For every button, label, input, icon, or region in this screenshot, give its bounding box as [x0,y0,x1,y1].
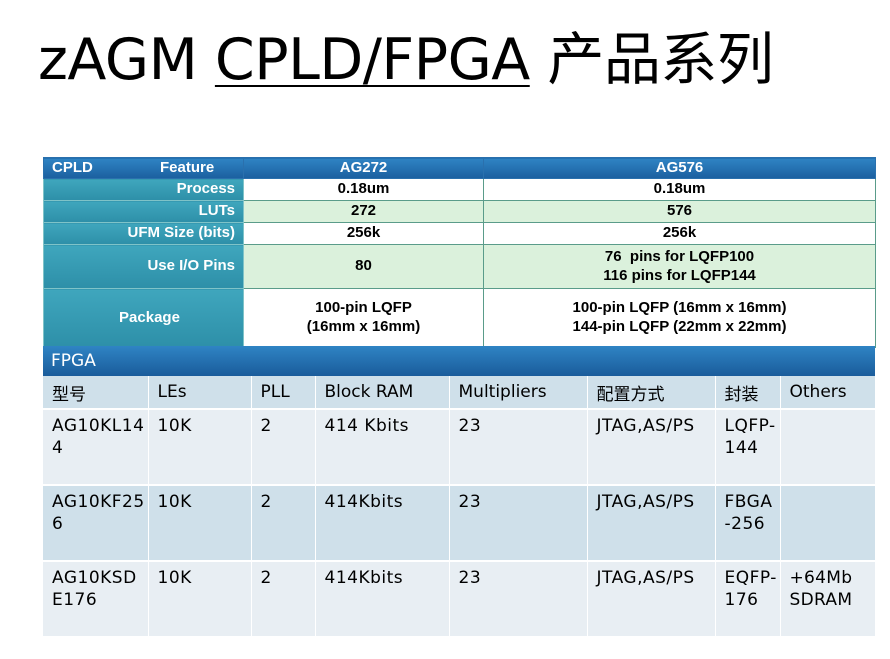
cell: 0.18um [483,178,876,201]
column-header: 型号 [43,376,149,410]
cpld-row-io: Use I/O Pins 80 76 pins for LQFP100 116 p… [43,244,876,289]
cell-line: 116 pins for LQFP144 [603,266,756,284]
cell-package: LQFP-144 [715,409,781,486]
column-header: Others [780,376,876,410]
cell: 100-pin LQFP (16mm x 16mm) 144-pin LQFP (… [483,288,876,348]
cell: 0.18um [243,178,484,201]
cell-pll: 2 [251,409,316,486]
cell-others [780,485,876,562]
cell-model: AG10KSDE176 [43,561,149,638]
cell: 256k [243,222,484,245]
column-header: Block RAM [315,376,450,410]
cell-config: JTAG,AS/PS [587,485,716,562]
cpld-header-ag272: AG272 [243,157,484,179]
cell-block-ram: 414Kbits [315,485,450,562]
row-label: UFM Size (bits) [43,222,244,245]
column-header: LEs [148,376,252,410]
cell-model: AG10KL144 [43,409,149,486]
title-underlined: CPLD/FPGA [214,27,530,93]
cell-block-ram: 414Kbits [315,561,450,638]
fpga-section-title: FPGA [43,346,876,376]
cell-model: AG10KF256 [43,485,149,562]
cell-package: EQFP-176 [715,561,781,638]
cpld-row-process: Process 0.18um 0.18um [43,178,876,201]
fpga-table: FPGA 型号 LEs PLL Block RAM Multipliers 配置… [43,346,876,638]
cell-others [780,409,876,486]
cell: 76 pins for LQFP100 116 pins for LQFP144 [483,244,876,289]
row-label: Process [43,178,244,201]
row-label: Package [43,288,244,348]
column-header: Multipliers [449,376,588,410]
title-suffix: 产品系列 [529,27,774,93]
cell-line: (16mm x 16mm) [306,318,421,335]
cell: 576 [483,200,876,223]
cpld-table: CPLD Feature AG272 AG576 Process 0.18um 0… [43,157,876,348]
cpld-header-label: CPLD Feature [43,157,244,179]
table-row: AG10KF256 10K 2 414Kbits 23 JTAG,AS/PS F… [43,485,876,562]
column-header: 封装 [715,376,781,410]
cell-les: 10K [148,561,252,638]
cell: 80 [243,244,484,289]
cell-config: JTAG,AS/PS [587,561,716,638]
cpld-header-row: CPLD Feature AG272 AG576 [43,157,876,179]
cell-line: 76 pins for LQFP100 [604,247,755,265]
cell-line: 100-pin LQFP (16mm x 16mm) [572,299,787,317]
cpld-header-ag576: AG576 [483,157,876,179]
cell-les: 10K [148,409,252,486]
table-row: AG10KSDE176 10K 2 414Kbits 23 JTAG,AS/PS… [43,561,876,638]
cell-package: FBGA-256 [715,485,781,562]
cpld-row-luts: LUTs 272 576 [43,200,876,223]
cell-multipliers: 23 [449,561,588,638]
page-title: zAGM CPLD/FPGA 产品系列 [38,20,774,100]
cell-line: 100-pin LQFP [315,299,412,317]
cpld-row-package: Package 100-pin LQFP (16mm x 16mm) 100-pi… [43,288,876,348]
cell-block-ram: 414 Kbits [315,409,450,486]
cell-multipliers: 23 [449,409,588,486]
cell-pll: 2 [251,485,316,562]
cell-pll: 2 [251,561,316,638]
cell: 100-pin LQFP (16mm x 16mm) [243,288,484,348]
cell-les: 10K [148,485,252,562]
cell-others: +64Mb SDRAM [780,561,876,638]
row-label: Use I/O Pins [43,244,244,289]
feature-label: Feature [160,158,215,176]
row-label: LUTs [43,200,244,223]
cell-multipliers: 23 [449,485,588,562]
fpga-header-row: 型号 LEs PLL Block RAM Multipliers 配置方式 封装… [43,376,876,410]
column-header: PLL [251,376,316,410]
title-prefix: zAGM [38,27,215,93]
cell: 256k [483,222,876,245]
fpga-section-bar: FPGA [43,346,876,376]
column-header: 配置方式 [587,376,716,410]
cell-line: 144-pin LQFP (22mm x 22mm) [572,318,787,335]
cell-config: JTAG,AS/PS [587,409,716,486]
cell: 272 [243,200,484,223]
cpld-row-ufm: UFM Size (bits) 256k 256k [43,222,876,245]
table-row: AG10KL144 10K 2 414 Kbits 23 JTAG,AS/PS … [43,409,876,486]
cpld-label: CPLD [52,158,93,176]
